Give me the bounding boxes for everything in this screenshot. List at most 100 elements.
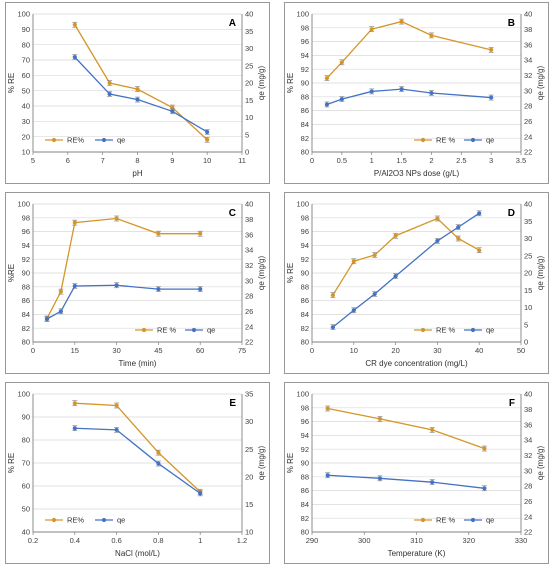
y-tick-label: 80 [301, 148, 309, 157]
data-point-qe [489, 95, 494, 100]
y-tick-label: 98 [301, 213, 309, 222]
data-point-qe [482, 486, 487, 491]
legend-swatch-marker [470, 327, 476, 333]
y-tick-label: 90 [22, 269, 30, 278]
x-tick-label: 300 [358, 536, 371, 545]
x-axis-label: Time (min) [119, 359, 157, 368]
legend-swatch-marker [191, 327, 197, 333]
y-tick-label: 50 [22, 86, 30, 95]
y2-tick-label: 38 [524, 25, 532, 34]
x-tick-label: 1 [370, 156, 374, 165]
data-point-qe [399, 87, 404, 92]
y2-tick-label: 40 [245, 200, 253, 209]
series-line-qe [46, 284, 201, 320]
y-tick-label: 84 [301, 310, 309, 319]
data-point-re [324, 76, 330, 81]
data-point-qe [351, 308, 356, 313]
y2-axis-label: qe (mg/g) [536, 66, 545, 101]
data-point-re [114, 216, 119, 221]
data-point-re [482, 446, 487, 451]
x-tick-label: 3 [489, 156, 493, 165]
y2-tick-label: 40 [524, 390, 532, 399]
data-point-qe [456, 225, 461, 230]
data-point-qe [369, 89, 374, 94]
data-point-qe [339, 97, 344, 102]
x-axis-label: CR dye concentration (mg/L) [365, 359, 468, 368]
panel-c: 80 82 84 86 88 90 92 94 96 98 100 22 24 26 28 30 32 34 36 3… [5, 192, 270, 374]
data-point-re [156, 231, 161, 236]
data-point-qe [372, 291, 377, 297]
y2-tick-label: 26 [524, 497, 532, 506]
x-tick-label: 20 [391, 346, 399, 355]
legend-swatch-marker [51, 137, 57, 143]
y-axis-label: % RE [286, 263, 295, 283]
data-point-qe [114, 283, 119, 288]
legend-label: RE % [436, 516, 456, 525]
y-tick-label: 100 [296, 10, 309, 19]
y-tick-label: 80 [22, 436, 30, 445]
series-line-re [327, 407, 485, 450]
legend-label: RE% [67, 516, 84, 525]
x-tick-label: 0.2 [28, 536, 38, 545]
legend-swatch-marker [470, 517, 476, 523]
data-point-re [198, 231, 203, 236]
legend-swatch-marker [101, 517, 107, 523]
y2-tick-label: 0 [245, 148, 249, 157]
data-point-qe [170, 109, 175, 114]
y-tick-label: 100 [17, 200, 30, 209]
legend-swatch-marker [141, 327, 147, 333]
legend-label: RE % [436, 326, 456, 335]
y-tick-label: 96 [301, 417, 309, 426]
data-point-qe [58, 309, 63, 314]
y-tick-label: 100 [296, 200, 309, 209]
y-tick-label: 86 [301, 106, 309, 115]
y-tick-label: 90 [301, 459, 309, 468]
data-point-re [72, 220, 77, 225]
x-tick-label: 45 [154, 346, 162, 355]
y-tick-label: 10 [22, 148, 30, 157]
y2-tick-label: 20 [245, 79, 253, 88]
panel-frame [284, 2, 549, 184]
panel-letter: E [229, 398, 236, 409]
y-tick-label: 86 [301, 486, 309, 495]
data-point-re [205, 137, 210, 142]
x-tick-label: 3.5 [516, 156, 526, 165]
series-line-qe [74, 427, 201, 494]
y-tick-label: 84 [22, 310, 30, 319]
y2-tick-label: 5 [524, 320, 528, 329]
y2-tick-label: 28 [524, 102, 532, 111]
y-axis-label: % RE [7, 453, 16, 473]
legend-swatch-marker [420, 137, 426, 143]
data-point-qe [324, 102, 330, 107]
y2-tick-label: 30 [524, 86, 532, 95]
x-tick-label: 30 [433, 346, 441, 355]
data-point-qe [393, 274, 398, 279]
legend-label: qe [117, 516, 125, 525]
y-tick-label: 40 [22, 102, 30, 111]
data-point-re [156, 450, 161, 455]
x-tick-label: 50 [517, 346, 525, 355]
data-point-qe [325, 473, 330, 478]
legend-swatch-marker [101, 137, 107, 143]
y-tick-label: 82 [301, 134, 309, 143]
y2-tick-label: 15 [524, 286, 532, 295]
y-tick-label: 98 [301, 403, 309, 412]
y2-tick-label: 38 [524, 405, 532, 414]
y-tick-label: 90 [22, 413, 30, 422]
y2-tick-label: 5 [245, 130, 249, 139]
x-tick-label: 0 [310, 156, 314, 165]
y-tick-label: 96 [22, 227, 30, 236]
data-point-re [393, 233, 398, 238]
y-tick-label: 100 [17, 10, 30, 19]
panel-letter: A [229, 18, 236, 29]
panel-f: 80 82 84 86 88 90 92 94 96 98 100 22 24 26 28 30 32 34 36 3… [284, 382, 549, 564]
panel-d: 80 82 84 86 88 90 92 94 96 98 100 0 5 10 15 20 25 30 35 40 0… [284, 192, 549, 374]
y2-tick-label: 25 [245, 61, 253, 70]
y2-tick-label: 10 [524, 303, 532, 312]
x-tick-label: 7 [101, 156, 105, 165]
y-tick-label: 88 [301, 282, 309, 291]
chart-f: 80 82 84 86 88 90 92 94 96 98 100 22 24 26 28 30 32 34 36 3… [284, 382, 549, 564]
y2-tick-label: 25 [524, 251, 532, 260]
y-tick-label: 96 [301, 37, 309, 46]
data-point-re [351, 259, 356, 264]
